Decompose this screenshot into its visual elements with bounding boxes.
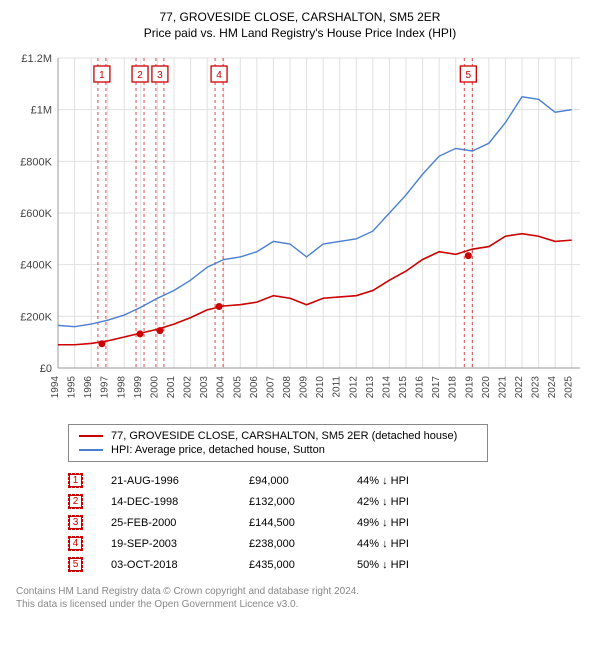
chart-legend: 77, GROVESIDE CLOSE, CARSHALTON, SM5 2ER…: [68, 424, 488, 462]
svg-text:2008: 2008: [282, 376, 293, 399]
svg-text:2016: 2016: [415, 376, 426, 399]
tx-marker: 3: [68, 515, 83, 530]
svg-text:2: 2: [137, 70, 143, 81]
svg-text:2014: 2014: [381, 376, 392, 399]
svg-text:£1.2M: £1.2M: [21, 53, 52, 65]
tx-hpi-delta: 44% ↓ HPI: [357, 538, 447, 550]
footer-line: Contains HM Land Registry data © Crown c…: [16, 585, 592, 598]
table-row: 2 14-DEC-1998 £132,000 42% ↓ HPI: [68, 491, 592, 512]
svg-text:2020: 2020: [481, 376, 492, 399]
tx-date: 03-OCT-2018: [111, 559, 221, 571]
page-subtitle: Price paid vs. HM Land Registry's House …: [8, 26, 592, 40]
svg-text:2015: 2015: [398, 376, 409, 399]
tx-date: 25-FEB-2000: [111, 517, 221, 529]
attribution-footer: Contains HM Land Registry data © Crown c…: [16, 585, 592, 611]
svg-text:2010: 2010: [315, 376, 326, 399]
tx-hpi-delta: 44% ↓ HPI: [357, 475, 447, 487]
svg-text:£400K: £400K: [20, 260, 52, 272]
tx-price: £238,000: [249, 538, 329, 550]
price-chart: £0 £200K £400K £600K £800K £1M £1.2M 1994 1995 19…: [8, 48, 592, 418]
legend-row: HPI: Average price, detached house, Sutt…: [79, 443, 477, 457]
legend-label: HPI: Average price, detached house, Sutt…: [111, 444, 325, 456]
svg-text:£200K: £200K: [20, 311, 52, 323]
svg-text:2003: 2003: [199, 376, 210, 399]
svg-text:5: 5: [466, 70, 472, 81]
svg-text:2006: 2006: [249, 376, 260, 399]
svg-text:2025: 2025: [564, 376, 575, 399]
svg-text:2023: 2023: [531, 376, 542, 399]
legend-swatch: [79, 449, 103, 451]
tx-price: £94,000: [249, 475, 329, 487]
svg-text:£600K: £600K: [20, 208, 52, 220]
svg-text:1994: 1994: [50, 376, 61, 399]
svg-text:2005: 2005: [232, 376, 243, 399]
svg-text:2011: 2011: [332, 376, 343, 398]
tx-date: 21-AUG-1996: [111, 475, 221, 487]
svg-text:1998: 1998: [116, 376, 127, 399]
legend-label: 77, GROVESIDE CLOSE, CARSHALTON, SM5 2ER…: [111, 430, 457, 442]
tx-price: £132,000: [249, 496, 329, 508]
svg-text:1995: 1995: [67, 376, 78, 399]
svg-text:2021: 2021: [497, 376, 508, 399]
table-row: 1 21-AUG-1996 £94,000 44% ↓ HPI: [68, 470, 592, 491]
svg-text:1: 1: [99, 70, 105, 81]
tx-date: 14-DEC-1998: [111, 496, 221, 508]
svg-text:£800K: £800K: [20, 156, 52, 168]
legend-swatch: [79, 435, 103, 437]
svg-text:2000: 2000: [149, 376, 160, 399]
svg-text:2009: 2009: [299, 376, 310, 399]
svg-text:3: 3: [157, 70, 163, 81]
svg-text:2019: 2019: [464, 376, 475, 399]
svg-text:1999: 1999: [133, 376, 144, 399]
page-title: 77, GROVESIDE CLOSE, CARSHALTON, SM5 2ER: [8, 10, 592, 24]
transaction-table: 1 21-AUG-1996 £94,000 44% ↓ HPI 2 14-DEC-1998…: [68, 470, 592, 575]
svg-text:£1M: £1M: [31, 105, 52, 117]
table-row: 3 25-FEB-2000 £144,500 49% ↓ HPI: [68, 512, 592, 533]
tx-price: £144,500: [249, 517, 329, 529]
svg-text:2022: 2022: [514, 376, 525, 399]
table-row: 5 03-OCT-2018 £435,000 50% ↓ HPI: [68, 554, 592, 575]
svg-text:£0: £0: [40, 363, 52, 375]
svg-text:2012: 2012: [348, 376, 359, 399]
svg-text:2024: 2024: [547, 376, 558, 399]
svg-text:1996: 1996: [83, 376, 94, 399]
svg-text:2004: 2004: [216, 376, 227, 399]
tx-marker: 4: [68, 536, 83, 551]
tx-price: £435,000: [249, 559, 329, 571]
svg-text:2018: 2018: [448, 376, 459, 399]
chart-svg: £0 £200K £400K £600K £800K £1M £1.2M 1994 1995 19…: [8, 48, 592, 418]
footer-line: This data is licensed under the Open Gov…: [16, 598, 592, 611]
svg-text:2002: 2002: [183, 376, 194, 399]
tx-hpi-delta: 42% ↓ HPI: [357, 496, 447, 508]
tx-marker: 2: [68, 494, 83, 509]
legend-row: 77, GROVESIDE CLOSE, CARSHALTON, SM5 2ER…: [79, 429, 477, 443]
svg-text:2007: 2007: [265, 376, 276, 399]
svg-text:2013: 2013: [365, 376, 376, 399]
tx-hpi-delta: 50% ↓ HPI: [357, 559, 447, 571]
tx-marker: 5: [68, 557, 83, 572]
svg-text:2001: 2001: [166, 376, 177, 399]
svg-text:4: 4: [216, 70, 222, 81]
svg-text:1997: 1997: [100, 376, 111, 399]
svg-text:2017: 2017: [431, 376, 442, 399]
table-row: 4 19-SEP-2003 £238,000 44% ↓ HPI: [68, 533, 592, 554]
tx-date: 19-SEP-2003: [111, 538, 221, 550]
tx-hpi-delta: 49% ↓ HPI: [357, 517, 447, 529]
tx-marker: 1: [68, 473, 83, 488]
